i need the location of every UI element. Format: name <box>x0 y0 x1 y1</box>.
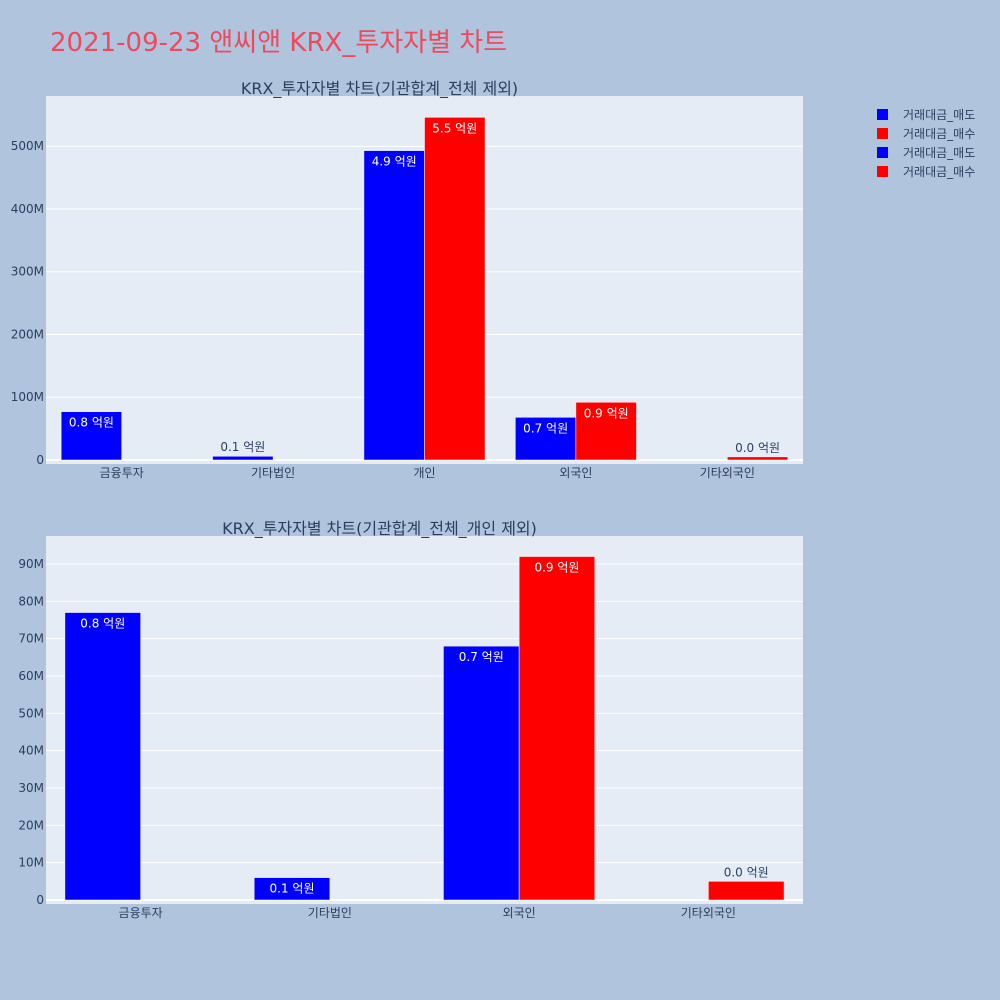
chart-1: 0 100M 200M 300M 400M 500M KRX_투자자별 차트(기관합계_전체… <box>11 79 803 480</box>
data-label: 0.1 억원 <box>220 440 265 454</box>
y-tick-label: 0 <box>36 453 44 467</box>
legend-label: 거래대금_매도 <box>903 108 975 122</box>
y-tick-label: 0 <box>36 893 44 907</box>
y-tick-label: 60M <box>18 669 44 683</box>
page-title: 2021-09-23 앤씨앤 KRX_투자자별 차트 <box>50 28 508 58</box>
y-tick-label: 30M <box>18 781 44 795</box>
x-tick-label: 기타법인 <box>308 906 352 920</box>
data-label: 0.8 억원 <box>80 617 125 631</box>
subplot-title: KRX_투자자별 차트(기관합계_전체 제외) <box>241 79 518 99</box>
x-tick-label: 기타외국인 <box>700 466 755 480</box>
legend-swatch <box>877 109 888 120</box>
y-tick-label: 100M <box>11 390 44 404</box>
data-label: 0.9 억원 <box>584 406 629 420</box>
bar <box>363 150 425 461</box>
y-tick-label: 300M <box>11 265 44 279</box>
y-tick-label: 500M <box>11 139 44 153</box>
y-tick-label: 40M <box>18 744 44 758</box>
legend-label: 거래대금_매수 <box>903 127 975 141</box>
y-tick-label: 20M <box>18 818 44 832</box>
data-label: 5.5 억원 <box>432 121 477 135</box>
legend-swatch <box>877 147 888 158</box>
x-tick-label: 기타법인 <box>251 466 295 480</box>
y-tick-label: 50M <box>18 706 44 720</box>
plot-area <box>46 536 803 904</box>
data-label: 4.9 억원 <box>372 155 417 169</box>
data-label: 0.9 억원 <box>534 561 579 575</box>
legend-swatch <box>877 166 888 177</box>
data-label: 0.1 억원 <box>270 882 315 896</box>
legend-label: 거래대금_매수 <box>903 165 975 179</box>
y-tick-label: 200M <box>11 327 44 341</box>
bar <box>212 455 274 461</box>
bar <box>727 456 789 461</box>
legend-swatch <box>877 128 888 139</box>
bar <box>424 117 486 461</box>
bar <box>515 417 577 461</box>
x-tick-label: 금융투자 <box>119 906 163 920</box>
bar <box>64 612 141 901</box>
bar <box>60 411 122 461</box>
x-tick-label: 기타외국인 <box>681 906 736 920</box>
x-tick-label: 외국인 <box>559 466 592 480</box>
x-tick-label: 외국인 <box>503 906 536 920</box>
data-label: 0.0 억원 <box>735 441 780 455</box>
data-label: 0.0 억원 <box>724 865 769 879</box>
chart-2: 0 10M 20M 30M 40M 50M 60M 70M 80M 90M KRX_투자자별 차트(… <box>18 519 803 920</box>
bar <box>708 881 785 901</box>
y-tick-label: 70M <box>18 632 44 646</box>
subplot-title: KRX_투자자별 차트(기관합계_전체_개인 제외) <box>222 519 537 539</box>
y-tick-label: 400M <box>11 202 44 216</box>
data-label: 0.8 억원 <box>69 416 114 430</box>
data-label: 0.7 억원 <box>523 421 568 435</box>
y-tick-label: 90M <box>18 557 44 571</box>
data-label: 0.7 억원 <box>459 650 504 664</box>
legend-label: 거래대금_매도 <box>903 146 975 160</box>
y-tick-label: 80M <box>18 594 44 608</box>
x-tick-label: 금융투자 <box>100 466 144 480</box>
bar <box>518 556 596 901</box>
y-tick-label: 10M <box>18 856 44 870</box>
bar <box>253 877 331 901</box>
bar <box>575 402 637 461</box>
x-tick-label: 개인 <box>413 466 435 480</box>
bar <box>443 645 520 901</box>
